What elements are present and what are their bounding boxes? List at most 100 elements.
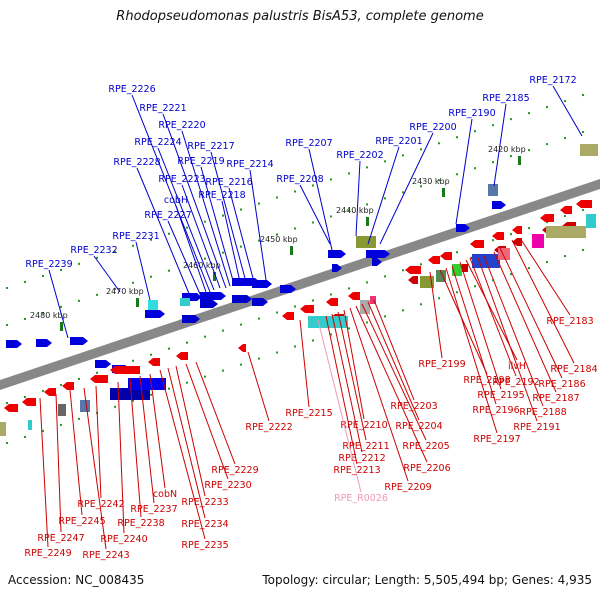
- scale-dot: [564, 100, 566, 103]
- scale-dot: [60, 383, 62, 386]
- scale-dot: [222, 369, 224, 372]
- gene-leader-line: [367, 301, 420, 421]
- reverse-gene-block: [148, 358, 160, 366]
- gene-label: RPE_2191: [513, 422, 560, 433]
- gene-label: RPE_2221: [139, 103, 186, 114]
- gene-label: RPE_2199: [418, 359, 465, 370]
- gene-leader-line: [175, 365, 206, 497]
- scale-dot: [96, 371, 98, 374]
- gene-label: cobN: [153, 489, 177, 500]
- reverse-gene-block: [560, 206, 572, 214]
- scale-dot: [456, 251, 458, 254]
- scale-dot: [186, 226, 188, 229]
- scale-dot: [438, 142, 440, 145]
- scale-dot: [276, 311, 278, 314]
- scale-dot: [42, 389, 44, 392]
- scale-dot: [132, 399, 134, 402]
- scale-dot: [312, 299, 314, 302]
- gene-label: RPE_2247: [37, 533, 84, 544]
- gene-leader-line: [129, 377, 142, 518]
- gene-leader-line: [483, 255, 544, 407]
- reverse-gene-block: [492, 232, 504, 240]
- scale-dot: [546, 143, 548, 146]
- gene-leader-line: [317, 319, 362, 493]
- gene-label: RPE_2227: [144, 210, 191, 221]
- scale-dot: [492, 239, 494, 242]
- forward-gene-block: [145, 310, 165, 318]
- gene-label: RPE_R0026: [334, 493, 388, 504]
- gene-leader-line: [455, 118, 473, 225]
- scale-dot: [6, 286, 8, 289]
- scale-dot: [312, 339, 314, 342]
- scale-dot: [42, 311, 44, 314]
- scale-dot: [348, 287, 350, 290]
- gene-label: RPE_2237: [130, 504, 177, 515]
- scale-dot: [294, 345, 296, 348]
- scale-dot: [402, 154, 404, 157]
- gene-leader-line: [361, 303, 427, 441]
- gene-label: RPE_2198: [463, 375, 510, 386]
- scale-dot: [6, 401, 8, 404]
- reverse-gene-block: [440, 252, 452, 260]
- scale-dot: [582, 131, 584, 134]
- gene-leader-line: [175, 205, 207, 293]
- scale-dot: [438, 297, 440, 300]
- genome-backbone: [0, 179, 600, 390]
- gene-leader-line: [149, 373, 166, 489]
- gene-leader-line: [39, 397, 49, 548]
- scale-dot: [348, 327, 350, 330]
- scale-dot: [402, 269, 404, 272]
- kbp-tick-label: 2440 kbp: [336, 206, 374, 215]
- scale-dot: [132, 359, 134, 362]
- scale-dot: [42, 429, 44, 432]
- reverse-gene-block: [22, 398, 36, 406]
- scale-dot: [510, 233, 512, 236]
- scale-dot: [528, 149, 530, 152]
- scale-dot: [222, 329, 224, 332]
- feature-block-olive: [546, 226, 586, 238]
- gene-label: RPE_2210: [340, 420, 387, 431]
- forward-gene-block: [95, 360, 111, 368]
- scale-dot: [78, 262, 80, 265]
- gene-leader-line: [249, 169, 267, 281]
- scale-dot: [510, 118, 512, 121]
- feature-block-olive: [356, 236, 376, 248]
- gene-label: RPE_2201: [375, 136, 422, 147]
- kbp-tick-mark: [213, 272, 216, 281]
- scale-dot: [546, 221, 548, 224]
- kbp-tick-label: 2450 kbp: [260, 235, 298, 244]
- scale-dot: [402, 191, 404, 194]
- feature-block-grey: [58, 404, 66, 416]
- gene-leader-line: [157, 147, 215, 291]
- kbp-ticks: 2420 kbp 2430 kbp 2440 kbp 2450 kbp 2460 kbp…: [6, 94, 584, 444]
- scale-dot: [330, 293, 332, 296]
- gene-leader-line: [519, 237, 571, 316]
- kbp-tick-label: 2480 kbp: [30, 311, 68, 320]
- gene-label: RPE_2183: [546, 316, 593, 327]
- gene-leader-line: [552, 85, 583, 137]
- gene-label: RPE_2229: [211, 465, 258, 476]
- scale-dot: [168, 387, 170, 390]
- scale-dot: [294, 305, 296, 308]
- gene-label: RPE_2245: [58, 516, 105, 527]
- gene-label: RPE_2218: [198, 190, 245, 201]
- forward-gene-block: [252, 298, 268, 306]
- gene-leader-line: [325, 315, 358, 465]
- gene-leader-line: [499, 247, 563, 379]
- scale-dot: [456, 291, 458, 294]
- reverse-gene-block: [470, 240, 484, 248]
- scale-dot: [78, 377, 80, 380]
- scale-dot: [474, 285, 476, 288]
- reverse-gene-block: [405, 266, 421, 274]
- scale-dot: [6, 323, 8, 326]
- gene-label: RPE_2219: [177, 156, 224, 167]
- scale-dot: [6, 441, 8, 444]
- scale-dot: [240, 323, 242, 326]
- scale-dot: [384, 275, 386, 278]
- kbp-tick-mark: [366, 217, 369, 226]
- scale-dot: [150, 238, 152, 241]
- scale-dot: [150, 393, 152, 396]
- gene-leader-line: [429, 271, 443, 359]
- gene-label: RPE_2223: [158, 174, 205, 185]
